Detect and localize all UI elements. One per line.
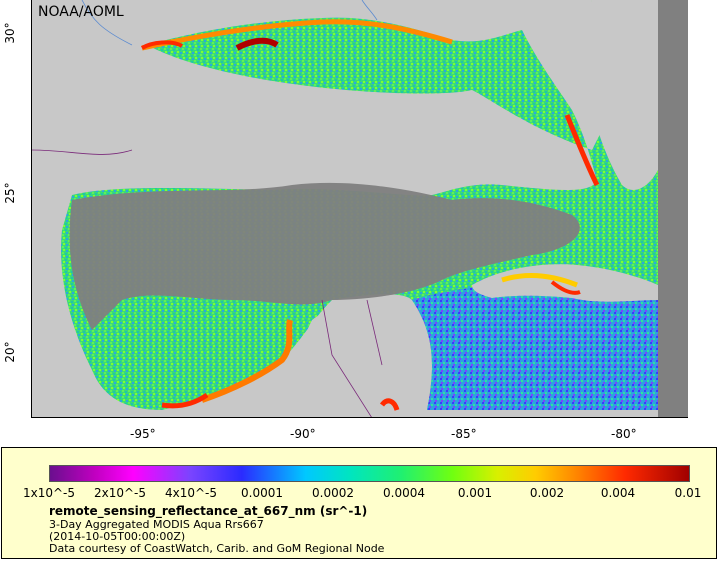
colorbar-label: 0.001 — [457, 486, 493, 500]
map-frame[interactable] — [31, 0, 688, 418]
legend-line: (2014-10-05T00:00:00Z) — [49, 530, 186, 543]
florida-land — [586, 0, 658, 190]
x-tick-label: -80° — [611, 427, 637, 441]
colorbar-label: 0.004 — [600, 486, 636, 500]
legend-line: Data courtesy of CoastWatch, Carib. and … — [49, 542, 385, 555]
coastal-high-florida — [564, 114, 600, 187]
credit-label: NOAA/AOML — [38, 4, 124, 20]
y-tick-label: 30° — [3, 22, 17, 44]
river-line — [81, 0, 133, 46]
x-tick-label: -85° — [451, 427, 477, 441]
colorbar-label: 2x10^-5 — [93, 486, 147, 500]
x-tick-label: -95° — [130, 427, 156, 441]
coastal-high-mexico — [201, 319, 293, 403]
legend-panel: 1x10^-5 2x10^-5 4x10^-5 0.0001 0.0002 0.… — [1, 447, 717, 559]
colorbar-label: 0.01 — [674, 486, 702, 500]
legend-line: 3-Day Aggregated MODIS Aqua Rrs667 — [49, 518, 264, 531]
colorbar-label: 0.0004 — [383, 486, 425, 500]
x-tick-label: -90° — [290, 427, 316, 441]
yucatan-land — [282, 295, 414, 417]
nodata-gulf — [69, 182, 580, 330]
coastal-high-north — [141, 19, 453, 51]
border-line — [32, 149, 133, 155]
map-canvas — [32, 0, 688, 417]
nodata-strip — [658, 0, 688, 417]
colorbar-label: 0.002 — [529, 486, 565, 500]
colorbar — [49, 465, 690, 482]
colorbar-label: 0.0001 — [241, 486, 283, 500]
colorbar-label: 0.0002 — [312, 486, 354, 500]
legend-title: remote_sensing_reflectance_at_667_nm (sr… — [49, 504, 368, 518]
colorbar-label: 1x10^-5 — [22, 486, 76, 500]
coastal-high-cuba — [501, 273, 578, 288]
colorbar-label: 4x10^-5 — [164, 486, 218, 500]
y-tick-label: 20° — [3, 341, 17, 363]
caribbean-water — [412, 282, 658, 410]
y-tick-label: 25° — [3, 182, 17, 204]
